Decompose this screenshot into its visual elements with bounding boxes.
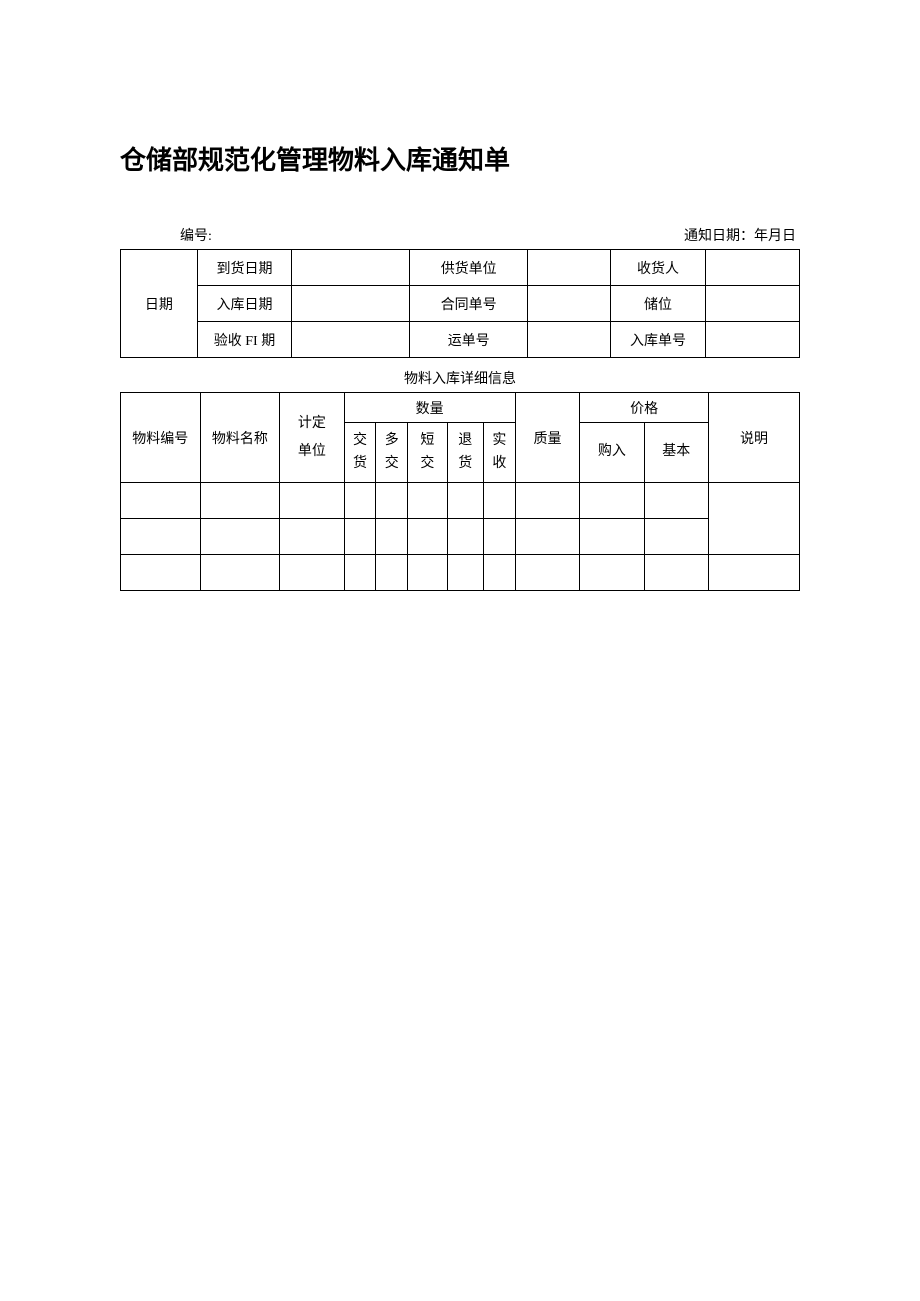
col-qty-actual: 实 收: [483, 423, 515, 483]
col-material-code: 物料编号: [121, 393, 201, 483]
receiver-value: [705, 250, 799, 286]
arrival-date-label: 到货日期: [197, 250, 291, 286]
cell: [376, 555, 408, 591]
col-price-group: 价格: [580, 393, 709, 423]
arrival-date-value: [292, 250, 410, 286]
header-table: 日期 到货日期 供货单位 收货人 入库日期 合同单号 储位 验收 FI 期 运单…: [120, 249, 800, 358]
cell: [121, 519, 201, 555]
col-qty-return: 退 货: [447, 423, 483, 483]
cell: [280, 519, 344, 555]
inspect-date-label: 验收 FI 期: [197, 322, 291, 358]
inbound-date-label: 入库日期: [197, 286, 291, 322]
cell: [447, 483, 483, 519]
col-quality: 质量: [515, 393, 579, 483]
cell: [483, 483, 515, 519]
contract-no-label: 合同单号: [410, 286, 528, 322]
col-material-name: 物料名称: [200, 393, 280, 483]
col-price-base: 基本: [644, 423, 708, 483]
document-title: 仓储部规范化管理物料入库通知单: [120, 140, 800, 177]
cell: [344, 555, 376, 591]
cell-remark-merged: [708, 483, 799, 555]
supplier-value: [528, 250, 611, 286]
cell: [515, 555, 579, 591]
cell: [447, 519, 483, 555]
cell: [280, 555, 344, 591]
location-label: 储位: [611, 286, 705, 322]
cell: [708, 555, 799, 591]
cell: [344, 519, 376, 555]
cell: [200, 483, 280, 519]
cell: [121, 555, 201, 591]
cell: [280, 483, 344, 519]
detail-table: 物料编号 物料名称 计定 单位 数量 质量 价格 说明 交 货 多 交 短 交 …: [120, 392, 800, 591]
cell: [515, 483, 579, 519]
col-qty-over: 多 交: [376, 423, 408, 483]
waybill-no-label: 运单号: [410, 322, 528, 358]
supplier-label: 供货单位: [410, 250, 528, 286]
cell: [580, 483, 644, 519]
cell: [200, 555, 280, 591]
notice-date-label: 通知日期：年月日: [684, 225, 796, 245]
cell: [580, 555, 644, 591]
cell: [515, 519, 579, 555]
receiver-label: 收货人: [611, 250, 705, 286]
cell: [408, 483, 447, 519]
col-unit: 计定 单位: [280, 393, 344, 483]
cell: [644, 555, 708, 591]
meta-row: 编号: 通知日期：年月日: [120, 225, 800, 249]
cell: [483, 555, 515, 591]
cell: [376, 483, 408, 519]
cell: [344, 483, 376, 519]
number-label: 编号:: [180, 225, 212, 245]
inbound-no-label: 入库单号: [611, 322, 705, 358]
col-remark: 说明: [708, 393, 799, 483]
cell: [200, 519, 280, 555]
location-value: [705, 286, 799, 322]
col-qty-group: 数量: [344, 393, 515, 423]
inbound-no-value: [705, 322, 799, 358]
inspect-date-value: [292, 322, 410, 358]
col-price-buy: 购入: [580, 423, 644, 483]
cell: [408, 519, 447, 555]
cell: [644, 519, 708, 555]
col-qty-short: 短 交: [408, 423, 447, 483]
date-label-cell: 日期: [121, 250, 198, 358]
contract-no-value: [528, 286, 611, 322]
cell: [121, 483, 201, 519]
inbound-date-value: [292, 286, 410, 322]
cell: [580, 519, 644, 555]
table-row: [121, 519, 800, 555]
cell: [644, 483, 708, 519]
cell: [376, 519, 408, 555]
table-row: [121, 483, 800, 519]
cell: [408, 555, 447, 591]
cell: [483, 519, 515, 555]
table-row: [121, 555, 800, 591]
cell: [447, 555, 483, 591]
waybill-no-value: [528, 322, 611, 358]
col-qty-deliver: 交 货: [344, 423, 376, 483]
detail-subtitle: 物料入库详细信息: [120, 368, 800, 388]
